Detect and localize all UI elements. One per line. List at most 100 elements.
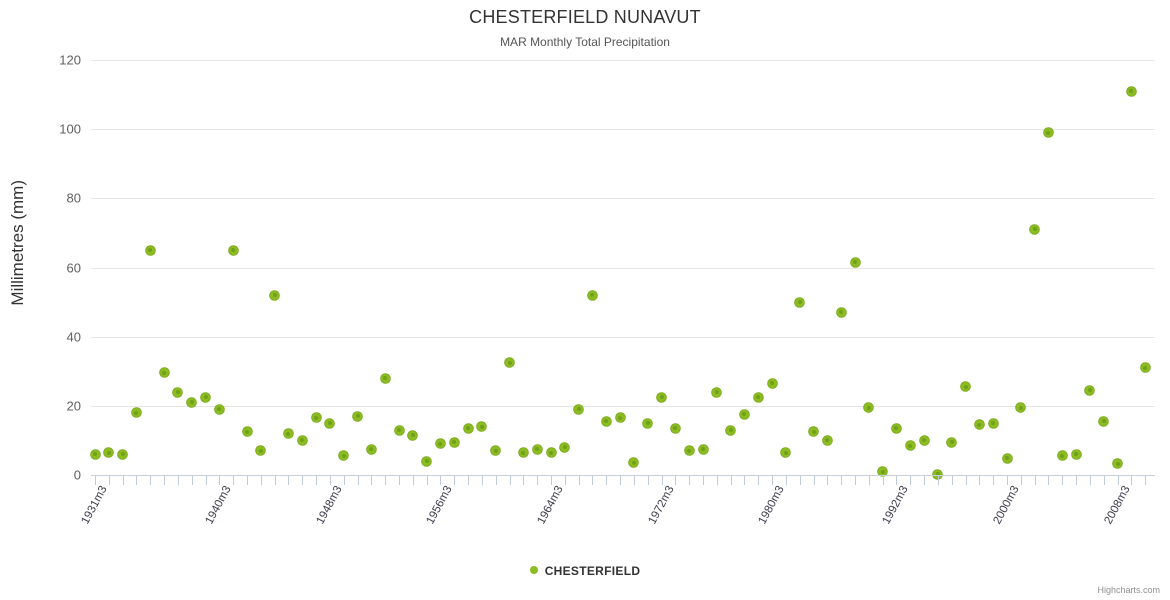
- data-point[interactable]: [1071, 449, 1081, 459]
- data-point[interactable]: [518, 448, 528, 458]
- data-point[interactable]: [698, 444, 708, 454]
- data-point[interactable]: [380, 373, 390, 383]
- data-point[interactable]: [781, 448, 791, 458]
- data-point[interactable]: [1016, 403, 1026, 413]
- data-point[interactable]: [214, 404, 224, 414]
- data-point[interactable]: [767, 378, 777, 388]
- data-point[interactable]: [283, 429, 293, 438]
- data-point[interactable]: [1030, 224, 1040, 234]
- data-point[interactable]: [822, 435, 832, 445]
- data-point[interactable]: [643, 418, 653, 428]
- data-point[interactable]: [974, 420, 984, 430]
- gridline: [91, 60, 1155, 61]
- data-point[interactable]: [339, 451, 349, 461]
- data-point[interactable]: [1113, 459, 1123, 469]
- credits-label[interactable]: Highcharts.com: [1097, 585, 1160, 595]
- data-point[interactable]: [657, 392, 667, 402]
- data-point[interactable]: [878, 467, 888, 477]
- data-point[interactable]: [795, 297, 805, 307]
- data-point[interactable]: [891, 423, 901, 433]
- x-tick: [647, 476, 649, 485]
- data-point[interactable]: [505, 358, 515, 368]
- x-tick-label: 1940m3: [203, 484, 234, 527]
- data-point[interactable]: [366, 444, 376, 454]
- data-point[interactable]: [187, 397, 197, 407]
- data-point[interactable]: [961, 382, 971, 392]
- data-point[interactable]: [739, 409, 749, 419]
- chart-subtitle: MAR Monthly Total Precipitation: [500, 35, 670, 49]
- x-tick-label: 1956m3: [424, 484, 456, 527]
- data-point[interactable]: [435, 439, 445, 449]
- data-point[interactable]: [919, 435, 929, 445]
- data-point[interactable]: [173, 387, 183, 397]
- data-point[interactable]: [449, 437, 459, 447]
- x-tick-label: 1972m3: [646, 484, 677, 527]
- data-point[interactable]: [311, 413, 321, 423]
- data-point[interactable]: [947, 437, 957, 447]
- x-tick: [551, 476, 552, 485]
- data-point[interactable]: [712, 387, 722, 397]
- data-point[interactable]: [1126, 86, 1136, 96]
- data-point[interactable]: [104, 448, 114, 458]
- data-point[interactable]: [809, 427, 819, 437]
- data-point[interactable]: [256, 446, 266, 456]
- data-point[interactable]: [726, 425, 736, 435]
- data-point[interactable]: [615, 413, 625, 423]
- legend-item-chesterfield[interactable]: CHESTERFIELD: [529, 563, 641, 578]
- data-point[interactable]: [753, 392, 763, 402]
- data-point[interactable]: [145, 245, 155, 255]
- data-point[interactable]: [560, 442, 570, 452]
- data-point[interactable]: [1099, 416, 1109, 426]
- data-point[interactable]: [629, 458, 639, 468]
- y-tick-label: 120: [59, 52, 81, 68]
- data-point[interactable]: [228, 245, 238, 255]
- x-tick-label: 2000m3: [991, 484, 1022, 527]
- data-point[interactable]: [242, 427, 252, 437]
- x-tick: [661, 476, 663, 485]
- x-tick: [675, 476, 677, 485]
- data-point[interactable]: [532, 444, 542, 454]
- data-point[interactable]: [394, 425, 404, 435]
- x-tick: [744, 476, 746, 485]
- x-axis-line: [91, 475, 1155, 476]
- data-point[interactable]: [1085, 385, 1095, 395]
- data-point[interactable]: [574, 404, 584, 414]
- data-point[interactable]: [850, 257, 860, 267]
- data-point[interactable]: [477, 422, 487, 432]
- data-point[interactable]: [1057, 451, 1067, 461]
- x-tick-label: 1992m3: [880, 484, 912, 527]
- data-point[interactable]: [601, 416, 611, 426]
- data-point[interactable]: [201, 392, 211, 402]
- data-point[interactable]: [587, 290, 597, 300]
- data-point[interactable]: [491, 446, 501, 456]
- data-point[interactable]: [270, 290, 280, 300]
- data-point[interactable]: [118, 449, 128, 459]
- data-point[interactable]: [131, 408, 141, 418]
- data-point[interactable]: [1140, 363, 1150, 373]
- x-tick: [164, 476, 166, 485]
- data-point[interactable]: [422, 456, 432, 466]
- data-point[interactable]: [159, 368, 169, 378]
- data-point[interactable]: [864, 403, 874, 413]
- data-point[interactable]: [546, 448, 556, 458]
- data-point[interactable]: [353, 411, 363, 421]
- x-tick: [965, 476, 967, 485]
- data-point[interactable]: [988, 418, 998, 428]
- data-point[interactable]: [297, 435, 307, 445]
- data-point[interactable]: [463, 423, 473, 433]
- data-point[interactable]: [933, 469, 943, 479]
- data-point[interactable]: [1043, 128, 1053, 138]
- data-point[interactable]: [836, 307, 846, 317]
- data-point[interactable]: [325, 418, 335, 428]
- data-point[interactable]: [1002, 453, 1012, 463]
- data-point[interactable]: [670, 423, 680, 433]
- x-tick-label: 2008m3: [1102, 484, 1133, 527]
- x-tick: [1007, 476, 1008, 485]
- x-tick: [108, 476, 110, 485]
- legend: CHESTERFIELD: [0, 563, 1170, 578]
- x-tick: [951, 476, 953, 485]
- data-point[interactable]: [684, 446, 694, 456]
- data-point[interactable]: [408, 430, 418, 440]
- data-point[interactable]: [905, 441, 915, 451]
- data-point[interactable]: [90, 449, 100, 459]
